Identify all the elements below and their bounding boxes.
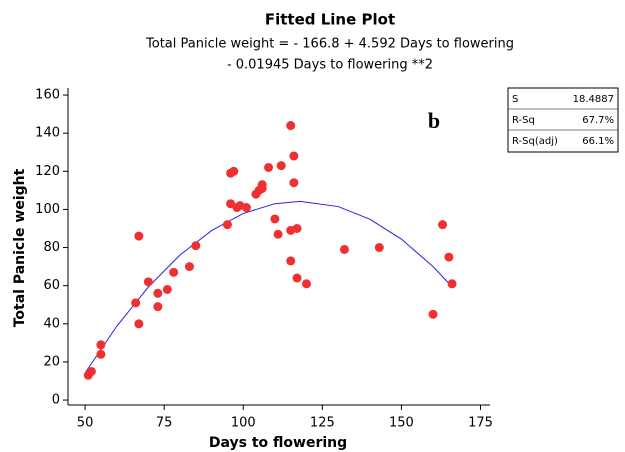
y-axis-label: Total Panicle weight (12, 168, 28, 327)
x-tick-label: 150 (389, 416, 414, 431)
stat-value: 66.1% (582, 136, 614, 147)
stat-label: S (512, 94, 518, 105)
stats-box (507, 87, 619, 153)
x-tick-label: 175 (468, 416, 493, 431)
y-tick-label: 20 (43, 354, 60, 369)
x-tick-label: 125 (310, 416, 335, 431)
point (229, 166, 239, 176)
point (374, 243, 384, 253)
point (289, 151, 299, 161)
point (428, 309, 438, 319)
point (447, 279, 457, 289)
point (134, 319, 144, 329)
annotation: b (428, 108, 440, 133)
stat-label: R-Sq(adj) (512, 136, 558, 147)
chart-subtitle: - 0.01945 Days to flowering **2 (227, 58, 433, 73)
point (153, 302, 163, 312)
x-axis-label: Days to flowering (209, 435, 347, 451)
stat-value: 18.4887 (573, 94, 614, 105)
fit-line (84, 200, 453, 374)
point (286, 121, 296, 131)
point (289, 178, 299, 188)
y-tick-label: 60 (43, 278, 60, 293)
chart-title: Fitted Line Plot (265, 11, 395, 29)
stat-label: R-Sq (512, 115, 535, 126)
point (131, 298, 141, 308)
point (444, 252, 454, 262)
point (241, 203, 251, 213)
point (169, 267, 179, 277)
point (222, 220, 232, 230)
point (438, 220, 448, 230)
point (153, 288, 163, 298)
point (191, 241, 201, 251)
point (302, 279, 312, 289)
point (292, 273, 302, 283)
point (273, 229, 283, 239)
y-tick-label: 40 (43, 316, 60, 331)
y-tick-label: 120 (35, 164, 60, 179)
point (184, 262, 194, 272)
point (143, 277, 153, 287)
point (86, 366, 96, 376)
y-tick-label: 100 (35, 202, 60, 217)
point (96, 349, 106, 359)
x-tick-label: 100 (231, 416, 256, 431)
point (339, 244, 349, 254)
point (264, 162, 274, 172)
point (276, 161, 286, 171)
stat-value: 67.7% (582, 115, 614, 126)
x-tick-label: 50 (77, 416, 94, 431)
y-tick-label: 160 (35, 88, 60, 103)
point (292, 223, 302, 233)
point (162, 284, 172, 294)
x-tick-label: 75 (156, 416, 173, 431)
y-tick-label: 0 (52, 393, 60, 408)
point (257, 183, 267, 193)
point (286, 256, 296, 266)
point (96, 340, 106, 350)
y-tick-label: 80 (43, 240, 60, 255)
chart-subtitle: Total Panicle weight = - 166.8 + 4.592 D… (145, 37, 514, 52)
y-tick-label: 140 (35, 126, 60, 141)
point (270, 214, 280, 224)
point (134, 231, 144, 241)
